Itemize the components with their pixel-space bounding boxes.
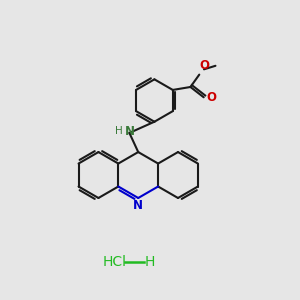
Text: HCl: HCl — [103, 255, 127, 269]
Text: N: N — [133, 200, 143, 212]
Text: O: O — [207, 91, 217, 104]
Text: H: H — [115, 126, 123, 136]
Text: H: H — [145, 255, 155, 269]
Text: O: O — [200, 59, 210, 72]
Text: N: N — [124, 125, 134, 138]
